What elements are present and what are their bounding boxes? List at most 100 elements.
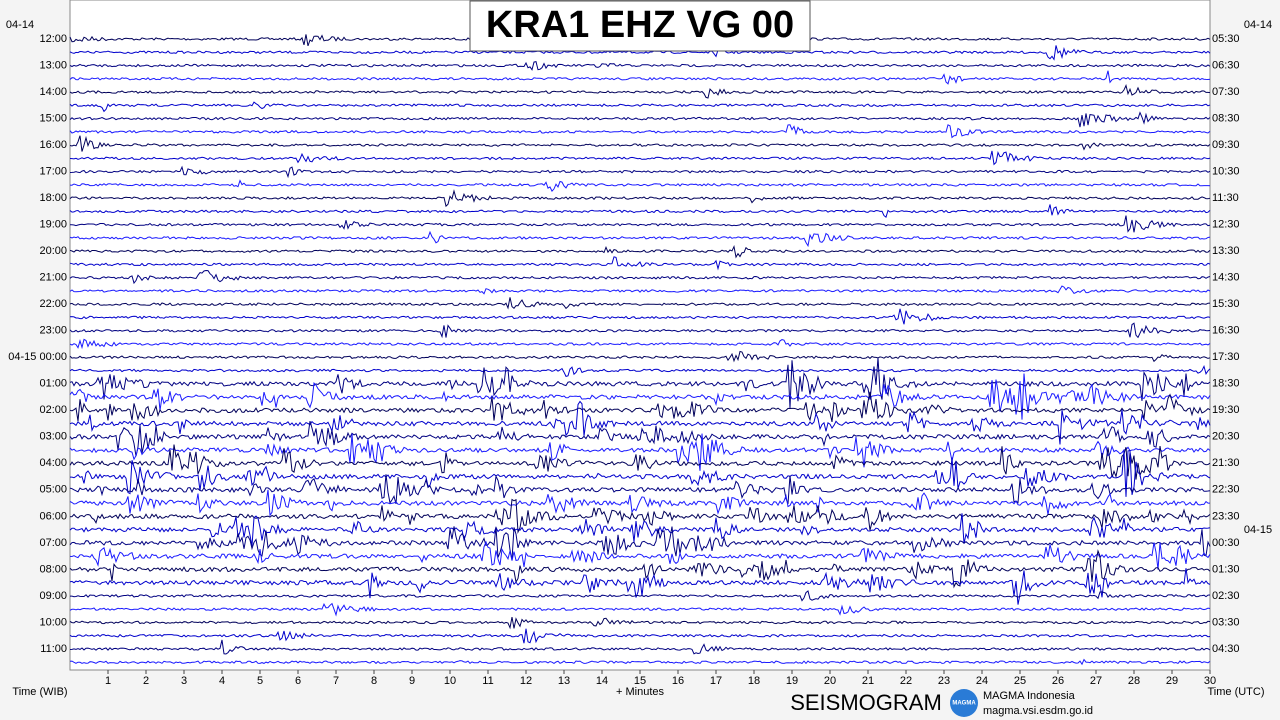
trace bbox=[69, 540, 1211, 570]
x-tick-label: 21 bbox=[862, 675, 874, 687]
left-time-label: 17:00 bbox=[39, 166, 67, 178]
trace bbox=[69, 101, 1211, 113]
right-time-label: 02:30 bbox=[1212, 590, 1240, 602]
trace bbox=[69, 124, 1211, 139]
left-time-label: 23:00 bbox=[39, 325, 67, 337]
trace bbox=[69, 420, 1211, 457]
right-time-label: 16:30 bbox=[1212, 325, 1240, 337]
left-time-label: 04:00 bbox=[39, 457, 67, 469]
x-tick-label: 12 bbox=[520, 675, 532, 687]
left-time-label: 01:00 bbox=[39, 378, 67, 390]
x-tick-label: 15 bbox=[634, 675, 646, 687]
left-time-label: 14:00 bbox=[39, 86, 67, 98]
x-tick-label: 14 bbox=[596, 675, 608, 687]
x-tick-label: 3 bbox=[181, 675, 187, 687]
right-time-label: 08:30 bbox=[1212, 112, 1240, 124]
x-tick-label: 23 bbox=[938, 675, 950, 687]
x-tick-label: 30 bbox=[1204, 675, 1216, 687]
left-time-label: 20:00 bbox=[39, 245, 67, 257]
trace bbox=[69, 165, 1211, 179]
left-time-label: 12:00 bbox=[39, 33, 67, 45]
trace bbox=[69, 150, 1211, 166]
x-tick-label: 27 bbox=[1090, 675, 1102, 687]
x-tick-label: 8 bbox=[371, 675, 377, 687]
x-tick-label: 2 bbox=[143, 675, 149, 687]
left-time-label: 19:00 bbox=[39, 219, 67, 231]
trace bbox=[69, 179, 1211, 192]
trace bbox=[69, 498, 1211, 534]
right-time-label: 10:30 bbox=[1212, 166, 1240, 178]
x-tick-label: 11 bbox=[482, 675, 493, 687]
right-time-label: 09:30 bbox=[1212, 139, 1240, 151]
left-time-label: 21:00 bbox=[39, 272, 67, 284]
url: magma.vsi.esdm.go.id bbox=[983, 705, 1093, 717]
right-time-label: 18:30 bbox=[1212, 378, 1240, 390]
x-tick-label: 13 bbox=[558, 675, 570, 687]
brand: SEISMOGRAM bbox=[790, 690, 942, 715]
right-time-label: 11:30 bbox=[1212, 192, 1239, 204]
left-time-label: 06:00 bbox=[39, 510, 67, 522]
trace bbox=[69, 244, 1211, 259]
left-time-label: 11:00 bbox=[40, 643, 67, 655]
x-tick-label: 20 bbox=[824, 675, 836, 687]
right-time-label: 01:30 bbox=[1212, 563, 1240, 575]
trace bbox=[69, 489, 1210, 517]
left-date: 04-14 bbox=[6, 19, 34, 31]
left-time-label: 09:00 bbox=[39, 590, 67, 602]
left-time-label: 03:00 bbox=[39, 431, 67, 443]
trace bbox=[69, 338, 1211, 350]
x-tick-label: 16 bbox=[672, 675, 684, 687]
x-tick-label: 25 bbox=[1014, 675, 1026, 687]
left-time-label: 18:00 bbox=[39, 192, 67, 204]
trace bbox=[70, 590, 1211, 602]
trace bbox=[69, 256, 1211, 271]
x-tick-label: 10 bbox=[444, 675, 456, 687]
trace bbox=[69, 602, 1211, 617]
right-time-label: 17:30 bbox=[1212, 351, 1240, 363]
right-time-label: 05:30 bbox=[1212, 33, 1240, 45]
trace bbox=[69, 400, 1211, 445]
trace bbox=[69, 60, 1211, 71]
left-time-label: 10:00 bbox=[39, 616, 67, 628]
x-tick-label: 29 bbox=[1166, 675, 1178, 687]
x-tick-label: 26 bbox=[1052, 675, 1064, 687]
x-tick-label: 17 bbox=[710, 675, 722, 687]
x-tick-label: 4 bbox=[219, 675, 225, 687]
left-time-label: 15:00 bbox=[39, 112, 67, 124]
left-time-label: 02:00 bbox=[39, 404, 67, 416]
trace bbox=[69, 230, 1211, 248]
x-tick-label: 7 bbox=[333, 675, 339, 687]
plot-area bbox=[69, 0, 1211, 671]
left-time-label: 05:00 bbox=[39, 484, 67, 496]
trace bbox=[69, 215, 1211, 233]
title: KRA1 EHZ VG 00 bbox=[486, 4, 794, 46]
trace bbox=[69, 658, 1211, 666]
x-tick-label: 22 bbox=[900, 675, 912, 687]
right-time-label: 07:30 bbox=[1212, 86, 1240, 98]
right-time-label: 12:30 bbox=[1212, 219, 1240, 231]
right-time-label: 15:30 bbox=[1212, 298, 1240, 310]
right-time-label: 20:30 bbox=[1212, 431, 1240, 443]
left-time-label: 04-15 00:00 bbox=[8, 351, 67, 363]
org: MAGMA Indonesia bbox=[983, 690, 1076, 702]
x-left-label: Time (WIB) bbox=[12, 686, 67, 698]
trace bbox=[69, 45, 1211, 61]
trace bbox=[69, 285, 1211, 295]
trace bbox=[69, 444, 1211, 480]
trace bbox=[69, 269, 1211, 285]
trace bbox=[69, 474, 1211, 505]
right-time-label: 00:30 bbox=[1212, 537, 1240, 549]
x-tick-label: 18 bbox=[748, 675, 760, 687]
trace bbox=[69, 526, 1211, 560]
trace bbox=[69, 513, 1211, 546]
trace bbox=[69, 364, 1211, 378]
trace bbox=[69, 568, 1211, 605]
right-time-label: 03:30 bbox=[1212, 616, 1240, 628]
trace bbox=[69, 204, 1211, 219]
trace bbox=[69, 297, 1211, 310]
trace bbox=[69, 373, 1211, 420]
left-time-label: 16:00 bbox=[39, 139, 67, 151]
traces bbox=[69, 34, 1211, 666]
